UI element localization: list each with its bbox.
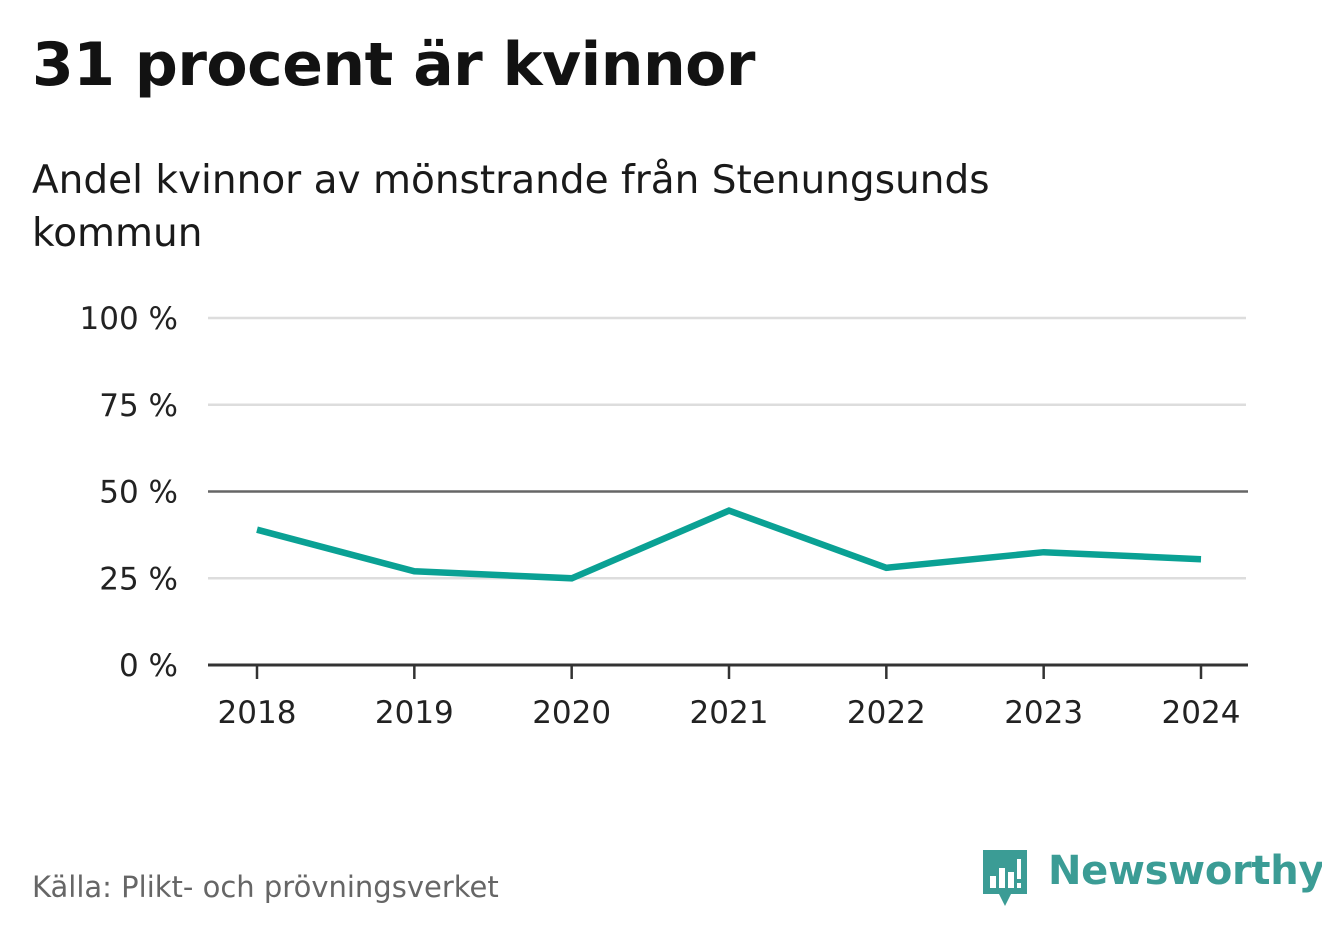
y-tick-label: 0 % (119, 648, 178, 684)
y-tick-label: 25 % (99, 561, 178, 597)
x-tick-label: 2022 (847, 695, 926, 731)
x-tick-label: 2018 (218, 695, 297, 731)
x-tick-label: 2021 (690, 695, 769, 731)
x-tick-label: 2023 (1004, 695, 1083, 731)
y-tick-label: 50 % (99, 475, 178, 511)
series-line (256, 507, 1202, 582)
brand-logo: Newsworthy (980, 848, 1322, 914)
source-note: Källa: Plikt- och prövningsverket (32, 870, 499, 904)
grid-layer (208, 316, 1246, 580)
series-layer (256, 507, 1202, 582)
x-tick-label: 2020 (532, 695, 611, 731)
chart-title: 31 procent är kvinnor (32, 30, 755, 100)
y-tick-label: 75 % (99, 388, 178, 424)
x-tick-label: 2019 (375, 695, 454, 731)
brand-name: Newsworthy (1048, 848, 1322, 894)
chart-subtitle: Andel kvinnor av mönstrande från Stenung… (32, 158, 990, 256)
newsworthy-logo-icon (983, 850, 1027, 906)
label-layer: 0 % 25 % 50 % 75 % 100 % 2018 2019 2020 2021 2022… (80, 301, 1241, 731)
x-tick-label: 2024 (1162, 695, 1241, 731)
y-tick-label: 100 % (80, 301, 178, 337)
axis-layer (208, 490, 1248, 679)
